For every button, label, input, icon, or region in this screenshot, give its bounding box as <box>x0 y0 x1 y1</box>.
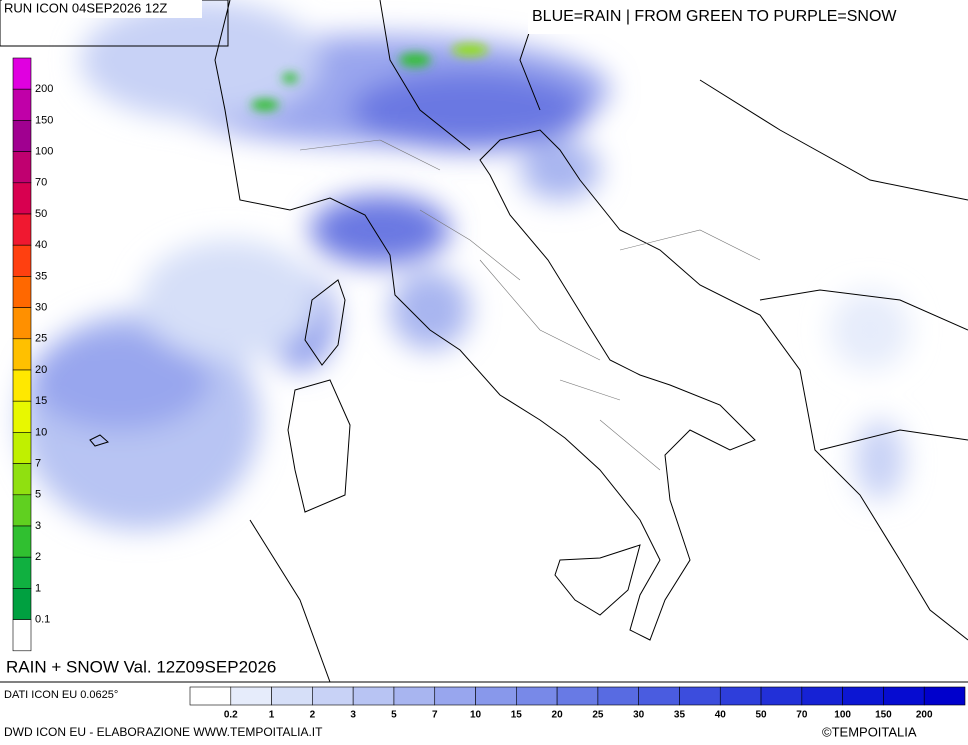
snow-label: 2 <box>35 551 41 563</box>
rain-scale: 0.2 1 2 3 5 7 10 15 20 25 30 35 40 50 70 100 150 200 <box>189 686 966 721</box>
snow-swatch <box>12 182 32 215</box>
legend-note-box <box>528 0 968 34</box>
precipitation-field <box>20 0 910 530</box>
rain-label: 100 <box>834 710 851 721</box>
snow-swatch <box>12 244 32 277</box>
rain-swatch <box>312 686 354 706</box>
rain-swatch <box>434 686 476 706</box>
snow-label: 150 <box>35 114 53 126</box>
coastlines <box>89 0 968 682</box>
rain-label: 30 <box>633 710 645 721</box>
snow-label: 200 <box>35 83 53 95</box>
rain-swatch <box>923 686 966 706</box>
rain-label: 5 <box>391 710 397 721</box>
snow-label: 1 <box>35 582 41 594</box>
rain-swatch <box>352 686 395 706</box>
rain-label: 1 <box>269 710 275 721</box>
snow-label: 5 <box>35 489 41 501</box>
snow-swatch <box>12 525 32 558</box>
snow-label: 10 <box>35 426 47 438</box>
snow-swatch <box>12 338 32 371</box>
snow-label: 35 <box>35 270 47 282</box>
rain-swatch <box>679 686 721 706</box>
snow-label: 100 <box>35 146 53 158</box>
rain-label: 200 <box>916 710 933 721</box>
rain-label: 25 <box>592 710 604 721</box>
data-source: DATI ICON EU 0.0625° <box>4 689 118 701</box>
rain-swatch <box>393 686 436 706</box>
rain-label: 15 <box>511 710 523 721</box>
rain-label: 35 <box>674 710 686 721</box>
rain-label: 0.2 <box>224 710 238 721</box>
snow-scale: 200 150 100 70 50 40 35 30 25 20 15 10 7 5 3 2 1 0.1 <box>12 57 53 652</box>
rain-label: 50 <box>755 710 767 721</box>
copyright: ©TEMPOITALIA <box>822 724 917 739</box>
rain-label: 7 <box>432 710 438 721</box>
rain-label: 2 <box>310 710 316 721</box>
rain-swatch <box>760 686 803 706</box>
snow-swatch <box>12 307 32 340</box>
rain-swatch <box>516 686 558 706</box>
rain-swatch <box>801 686 843 706</box>
snow-label: 40 <box>35 239 47 251</box>
rain-swatch <box>719 686 762 706</box>
snow-swatch <box>12 494 32 527</box>
rain-label: 10 <box>470 710 482 721</box>
snow-swatch <box>12 369 32 402</box>
snow-label: 30 <box>35 302 47 314</box>
rain-swatch <box>842 686 884 706</box>
snow-swatch <box>12 88 32 121</box>
map-label: RAIN + SNOW Val. 12Z09SEP2026 <box>6 657 276 676</box>
borders <box>299 139 761 471</box>
snow-swatch <box>12 57 32 90</box>
snow-swatch <box>12 619 32 652</box>
rain-swatch <box>883 686 925 706</box>
run-box <box>2 0 202 18</box>
rain-swatch <box>475 686 517 706</box>
snow-label: 50 <box>35 208 47 220</box>
snow-swatch <box>12 120 32 152</box>
snow-label: 7 <box>35 458 41 470</box>
rain-swatch <box>230 686 272 706</box>
snow-swatch <box>12 588 32 620</box>
snow-swatch <box>12 151 32 184</box>
rain-swatch <box>597 686 639 706</box>
snow-swatch <box>12 556 32 589</box>
rain-label: 40 <box>715 710 727 721</box>
rain-label: 150 <box>875 710 892 721</box>
snow-swatch <box>12 463 32 496</box>
snow-label: 20 <box>35 364 47 376</box>
snow-label: 15 <box>35 395 47 407</box>
rain-swatch <box>556 686 599 706</box>
snow-field <box>251 44 488 111</box>
run-label: RUN ICON 04SEP2026 12Z <box>4 0 167 15</box>
rain-label: 20 <box>552 710 564 721</box>
rain-swatch <box>638 686 680 706</box>
snow-label: 0.1 <box>35 614 50 626</box>
credit: DWD ICON EU - ELABORAZIONE WWW.TEMPOITAL… <box>4 725 323 739</box>
snow-label: 70 <box>35 177 47 189</box>
legend-note: BLUE=RAIN | FROM GREEN TO PURPLE=SNOW <box>532 8 897 25</box>
rain-label: 70 <box>796 710 808 721</box>
snow-swatch <box>12 276 32 308</box>
snow-label: 3 <box>35 520 41 532</box>
map <box>20 0 968 682</box>
snow-label: 25 <box>35 333 47 345</box>
run-frame <box>0 0 229 47</box>
snow-swatch <box>12 213 32 246</box>
snow-swatch <box>12 432 32 464</box>
rain-label: 3 <box>350 710 356 721</box>
snow-swatch <box>12 400 32 433</box>
rain-swatch <box>271 686 313 706</box>
rain-swatch <box>189 686 232 706</box>
